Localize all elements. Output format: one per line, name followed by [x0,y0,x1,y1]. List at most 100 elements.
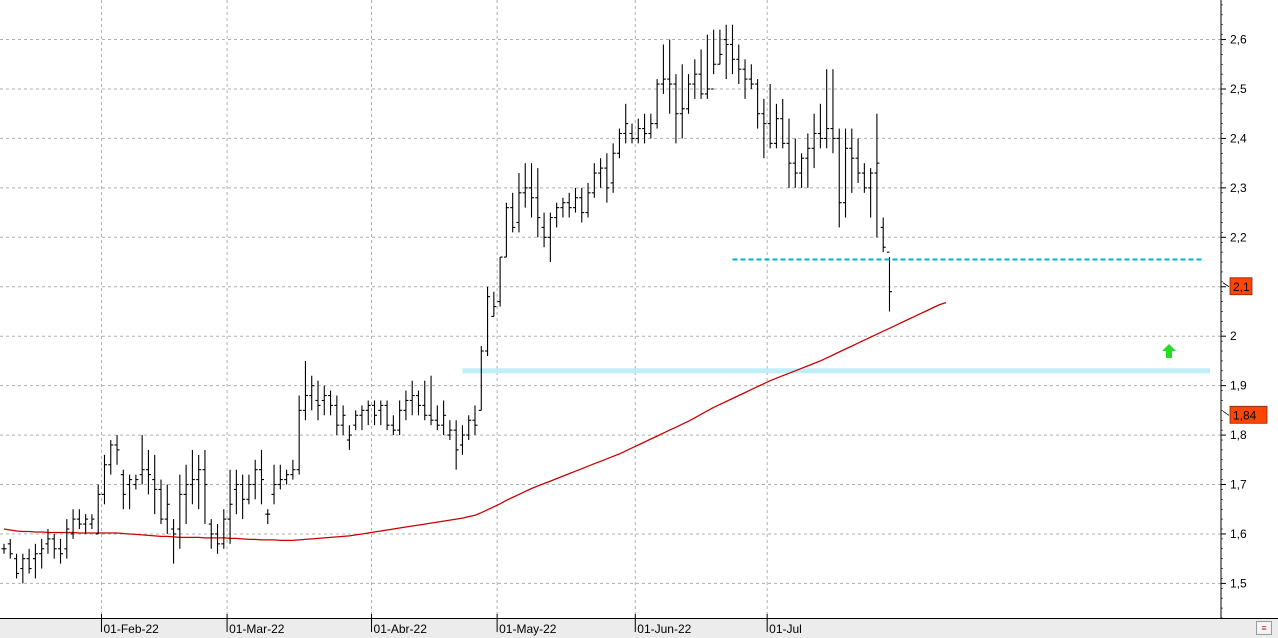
ohlc-bar-127 [799,153,805,188]
ohlc-bar-108 [679,64,685,139]
ohlc-bar-19 [120,469,126,510]
ohlc-bar-21 [133,474,139,490]
ohlc-bar-6 [39,538,45,569]
ohlc-bar-96 [604,153,610,203]
ohlc-bar-17 [108,440,114,475]
ohlc-bar-39 [246,474,252,505]
ohlc-bar-70 [441,400,447,436]
ohlc-bar-2 [14,553,20,579]
ohlc-bar-36 [227,469,233,544]
ohlc-bar-102 [642,113,648,144]
ohlc-bar-83 [522,163,528,208]
ohlc-bar-58 [365,400,371,426]
ohlc-bar-5 [32,543,38,579]
ohlc-bar-139 [874,113,880,238]
y-tick-label-3: 1,8 [1230,428,1247,442]
ohlc-bar-133 [836,128,842,228]
ohlc-bar-45 [284,469,290,485]
ohlc-bar-66 [415,390,421,416]
ohlc-bar-113 [711,29,717,90]
badge-box [1229,277,1253,296]
up-arrow-shape [1162,344,1176,359]
ohlc-bar-15 [95,484,101,535]
ohlc-bar-8 [51,533,57,559]
ohlc-bar-135 [849,128,855,193]
ohlc-bar-34 [215,524,221,554]
ohlc-bar-126 [792,138,798,188]
ohlc-bar-53 [334,395,340,436]
ohlc-bar-114 [717,29,723,65]
ohlc-bar-119 [748,64,754,89]
ohlc-bar-56 [353,410,359,431]
ohlc-bar-100 [629,123,635,144]
ohlc-bar-97 [610,143,616,193]
ohlc-bar-71 [447,420,453,441]
ohlc-bar-49 [309,375,315,411]
y-tick-label-11: 2,6 [1230,33,1247,47]
y-tick-label-9: 2,4 [1230,131,1247,145]
ohlc-bar-120 [755,79,761,129]
ohlc-bar-31 [196,454,202,510]
ohlc-bar-65 [409,380,415,416]
ohlc-bar-9 [58,538,64,564]
ohlc-bar-55 [346,425,352,450]
ohlc-bar-89 [560,197,566,218]
ohlc-bar-110 [692,59,698,99]
ohlc-bar-28 [177,474,183,549]
y-tick-label-8: 2,3 [1230,181,1247,195]
ohlc-bar-117 [736,44,742,85]
ohlc-bar-62 [390,415,396,436]
ohlc-bar-46 [290,459,296,480]
y-tick-label-5: 2 [1230,329,1237,343]
ohlc-bar-14 [89,514,95,530]
ohlc-bar-136 [855,138,861,183]
ohlc-bar-109 [686,74,692,114]
ohlc-bar-38 [240,474,246,520]
up-arrow-icon [1162,344,1176,359]
y-tick-label-10: 2,5 [1230,82,1247,96]
ohlc-bar-81 [510,192,516,233]
ohlc-bar-37 [233,469,239,515]
support-zone [462,368,1210,374]
ohlc-bar-107 [673,74,679,144]
ohlc-bar-72 [453,420,459,470]
ohlc-bar-140 [880,217,886,253]
ohlc-bar-112 [704,34,710,99]
price-badges: 2,1 1,84 [1222,277,1268,424]
ohlc-bar-41 [258,449,264,505]
ohlc-bar-73 [459,425,465,455]
ohlc-bar-88 [554,202,560,228]
ohlc-bar-54 [340,405,346,436]
x-axis-band [0,619,1278,638]
x-tick-label-2: 01-Abr-22 [374,622,428,636]
ohlc-bar-23 [145,449,151,495]
ohlc-bar-94 [591,163,597,198]
ohlc-bar-124 [780,98,786,149]
ohlc-bar-105 [660,44,666,94]
ohlc-bar-47 [296,395,302,475]
ohlc-bar-104 [654,79,660,129]
y-tick-label-2: 1,7 [1230,478,1247,492]
moving-average-line [3,301,947,542]
ohlc-bar-12 [76,509,82,530]
ohlc-bar-111 [698,49,704,99]
ohlc-bar-51 [321,385,327,416]
ohlc-bar-4 [26,548,32,574]
ohlc-bar-137 [861,163,867,193]
ohlc-bar-128 [805,133,811,188]
ohlc-bar-48 [302,360,308,421]
ohlc-bar-101 [635,118,641,144]
badge-pointer [1222,410,1230,416]
ohlc-bar-42 [265,509,271,525]
ohlc-bar-76 [478,346,484,411]
ohlc-bar-52 [328,390,334,416]
y-tick-label-7: 2,2 [1230,230,1247,244]
ohlc-bar-86 [541,212,547,248]
ohlc-bar-130 [817,103,823,149]
ohlc-bar-122 [767,84,773,149]
x-tick-label-1: 01-Mar-22 [229,622,285,636]
ohlc-bar-78 [491,291,497,317]
ohlc-bar-118 [742,59,748,99]
ohlc-bar-80 [503,202,509,258]
